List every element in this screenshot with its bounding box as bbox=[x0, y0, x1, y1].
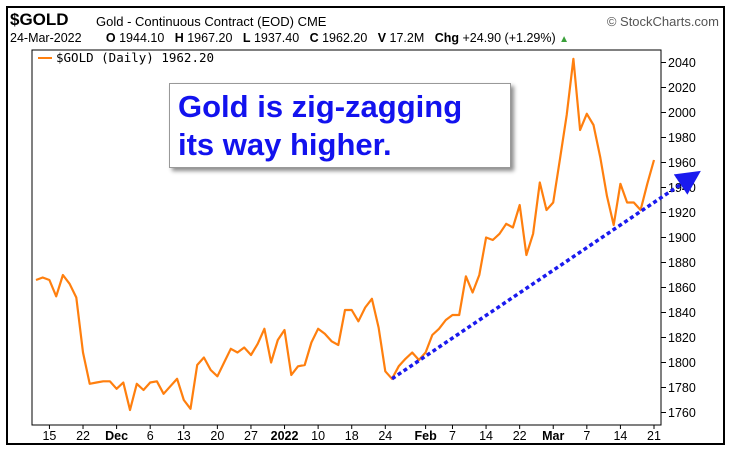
close-value: 1962.20 bbox=[322, 31, 368, 45]
date-value: 24-Mar-2022 bbox=[10, 31, 82, 45]
x-tick-label: 21 bbox=[647, 429, 661, 443]
x-tick-label: 7 bbox=[583, 429, 590, 443]
y-tick-label: 1780 bbox=[668, 381, 696, 395]
change-label: Chg bbox=[434, 31, 460, 45]
low-value: 1937.40 bbox=[253, 31, 300, 45]
x-axis: 15 22 Dec 6 13 20 27 2022 10 18 24 Feb 7 14 22 Mar 7 14 21 bbox=[42, 425, 661, 443]
ohlc-row: 24-Mar-2022 O 1944.10 H 1967.20 L 1937.4… bbox=[10, 31, 569, 45]
y-tick-label: 1900 bbox=[668, 231, 696, 245]
high-value: 1967.20 bbox=[187, 31, 233, 45]
x-tick-label: 15 bbox=[42, 429, 56, 443]
annotation-line-1: Gold is zig-zagging bbox=[178, 89, 463, 124]
x-tick-label: 22 bbox=[513, 429, 527, 443]
contract-description: Gold - Continuous Contract (EOD) CME bbox=[96, 14, 327, 29]
annotation-line-2: its way higher. bbox=[178, 127, 392, 162]
y-tick-label: 1800 bbox=[668, 356, 696, 370]
y-tick-label: 1820 bbox=[668, 331, 696, 345]
close-label: C bbox=[309, 31, 319, 45]
chart-frame bbox=[6, 6, 725, 445]
x-tick-label: 18 bbox=[345, 429, 359, 443]
y-tick-label: 1760 bbox=[668, 406, 696, 420]
x-tick-label: 6 bbox=[147, 429, 154, 443]
source-label: © StockCharts.com bbox=[606, 14, 719, 29]
x-tick-label: Feb bbox=[414, 429, 437, 443]
up-arrow-icon: ▲ bbox=[559, 34, 570, 45]
open-value: 1944.10 bbox=[119, 31, 165, 45]
annotation-box: Gold is zig-zagging its way higher. bbox=[169, 83, 511, 168]
x-tick-label: 24 bbox=[378, 429, 392, 443]
legend-label: $GOLD (Daily) 1962.20 bbox=[56, 50, 214, 65]
y-axis: 1760 1780 1800 1820 1840 1860 1880 1900 1920 1940… bbox=[661, 56, 696, 420]
open-label: O bbox=[105, 31, 116, 45]
y-tick-label: 1880 bbox=[668, 256, 696, 270]
x-tick-label: 14 bbox=[479, 429, 493, 443]
symbol-title: $GOLD bbox=[10, 10, 69, 29]
y-tick-label: 2040 bbox=[668, 56, 696, 70]
volume-value: 17.2M bbox=[389, 31, 425, 45]
x-tick-label: Dec bbox=[105, 429, 128, 443]
price-line bbox=[35, 57, 656, 412]
x-tick-label: Mar bbox=[542, 429, 564, 443]
volume-label: V bbox=[377, 31, 387, 45]
y-tick-label: 1940 bbox=[668, 181, 696, 195]
x-tick-label: 13 bbox=[177, 429, 191, 443]
trend-arrow bbox=[391, 170, 701, 381]
y-tick-label: 2000 bbox=[668, 106, 696, 120]
legend: $GOLD (Daily) 1962.20 bbox=[38, 50, 214, 65]
x-tick-label: 14 bbox=[613, 429, 627, 443]
y-tick-label: 1980 bbox=[668, 131, 696, 145]
y-tick-label: 1960 bbox=[668, 156, 696, 170]
x-tick-label: 27 bbox=[244, 429, 258, 443]
y-tick-label: 1920 bbox=[668, 206, 696, 220]
y-tick-label: 2020 bbox=[668, 81, 696, 95]
x-tick-label: 22 bbox=[76, 429, 90, 443]
x-tick-label: 2022 bbox=[271, 429, 299, 443]
x-tick-label: 7 bbox=[449, 429, 456, 443]
change-value: +24.90 (+1.29%) bbox=[462, 31, 556, 45]
high-label: H bbox=[174, 31, 184, 45]
y-tick-label: 1860 bbox=[668, 281, 696, 295]
low-label: L bbox=[242, 31, 251, 45]
x-tick-label: 10 bbox=[311, 429, 325, 443]
x-tick-label: 20 bbox=[210, 429, 224, 443]
y-tick-label: 1840 bbox=[668, 306, 696, 320]
